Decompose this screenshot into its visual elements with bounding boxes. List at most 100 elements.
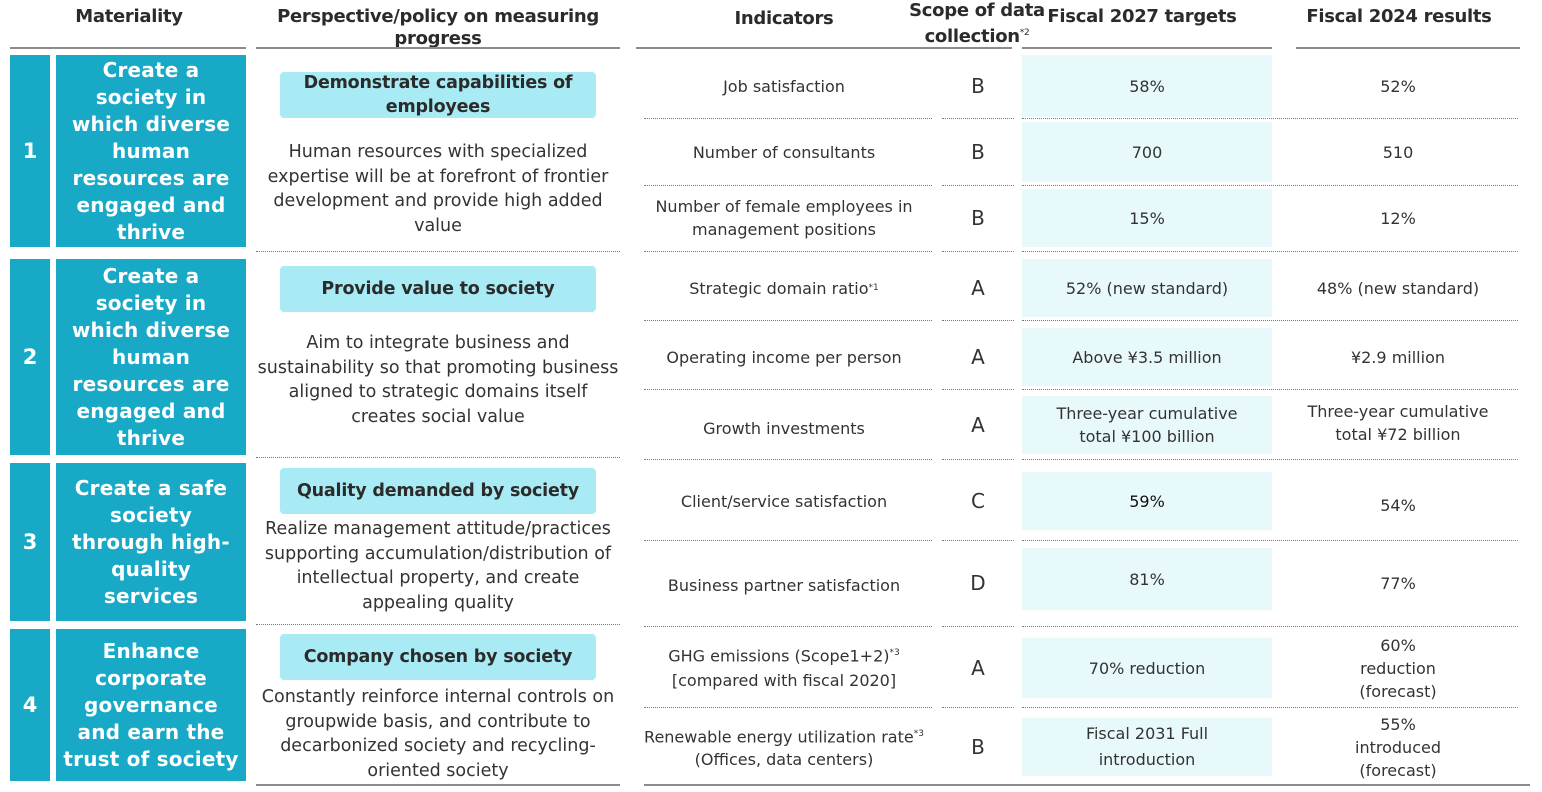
indicator-cell: Operating income per person [666,347,902,367]
header-results: Fiscal 2024 results [1306,6,1492,27]
row-divider [644,320,932,321]
row-divider [1022,540,1518,541]
scope-cell: C [971,488,985,513]
perspective-title: Quality demanded by society [280,468,596,514]
row-divider [1022,707,1518,708]
indicator-footnote: *3 [913,728,924,739]
header-scope: Scope of data collection*2 [909,0,1045,47]
header-rule [1296,47,1520,49]
result-cell: 12% [1380,208,1416,228]
result-cell: 77% [1380,573,1416,593]
row-divider [1022,389,1518,390]
indicator-cell: Growth investments [703,418,865,438]
target-cell: 70% reduction [1022,638,1272,698]
header-perspective: Perspective/policy on measuring progress [277,6,599,49]
result-cell: 55% introduced (forecast) [1355,714,1441,780]
target-cell: Fiscal 2031 Full introduction [1022,718,1272,776]
perspective-text: Human resources with specialized experti… [267,142,609,236]
header-materiality: Materiality [75,6,183,27]
indicator-footnote: *1 [868,282,879,293]
target-cell: 58% [1022,55,1272,117]
scope-cell: D [970,570,986,595]
perspective-title: Company chosen by society [280,634,596,680]
materiality-number: 2 [10,259,50,455]
row-divider [1022,185,1518,186]
perspective-text: Realize management attitude/practices su… [264,519,612,613]
row-divider [942,459,1014,460]
target-cell: 15% [1022,189,1272,247]
scope-footnote: *2 [1019,28,1030,38]
indicator-cell: Number of female employees in management… [655,197,913,239]
scope-cell: A [971,412,985,437]
result-cell: 510 [1382,142,1414,162]
indicator-cell: GHG emissions (Scope1+2)*3 [compared wit… [636,640,932,694]
row-divider [1022,626,1518,627]
row-divider [644,185,932,186]
scope-cell: A [971,655,985,680]
materiality-label: Enhance corporate governance and earn th… [56,629,246,781]
target-cell: 700 [1022,122,1272,182]
perspective-title: Demonstrate capabilities of employees [280,72,596,118]
row-divider [1022,118,1518,119]
indicator-cell: Business partner satisfaction [667,575,901,595]
result-cell: 52% [1380,76,1416,96]
result-cell: ¥2.9 million [1350,347,1445,367]
indicator-cell: Number of consultants [692,142,876,162]
materiality-number: 4 [10,629,50,781]
result-cell: 60% reduction (forecast) [1359,635,1437,701]
row-divider [942,320,1014,321]
target-cell: Above ¥3.5 million [1022,328,1272,386]
materiality-number: 3 [10,463,50,621]
row-divider [942,540,1014,541]
materiality-label: Create a society in which diverse human … [56,259,246,455]
target-cell: 59% [1022,472,1272,530]
row-divider [644,707,932,708]
target-cell: Three-year cumulative total ¥100 billion [1022,396,1272,454]
header-rule [636,47,1012,49]
row-divider [644,118,932,119]
indicator-cell: Job satisfaction [723,76,845,96]
header-rule [256,47,620,49]
row-divider [942,626,1014,627]
perspective-title: Provide value to society [280,266,596,312]
scope-cell: A [971,344,985,369]
perspective-text: Aim to integrate business and sustainabi… [257,333,619,427]
scope-cell: B [971,734,985,759]
target-cell: 52% (new standard) [1022,259,1272,317]
row-divider [1022,320,1518,321]
row-divider [942,389,1014,390]
indicator-subline: (Offices, data centers) [694,750,874,770]
row-divider [644,626,932,627]
materiality-number: 1 [10,55,50,247]
indicator-footnote: *3 [889,647,900,658]
row-divider [942,118,1014,119]
row-divider [256,457,620,458]
row-divider [644,251,932,252]
bottom-rule [256,784,620,786]
scope-cell: B [971,139,985,164]
row-divider [256,251,620,252]
result-cell: Three-year cumulative total ¥72 billion [1307,402,1489,444]
indicator-cell: Client/service satisfaction [680,491,888,511]
indicator-cell: Strategic domain ratio *1 [689,278,879,298]
indicator-line: GHG emissions (Scope1+2)*3 [668,646,900,666]
header-rule [1022,47,1272,49]
bottom-rule [644,784,1530,786]
row-divider [644,389,932,390]
row-divider [256,624,620,625]
indicator-cell: Renewable energy utilization rate*3 (Off… [636,720,932,774]
header-targets: Fiscal 2027 targets [1047,6,1237,27]
scope-cell: B [971,73,985,98]
materiality-label: Create a safe society through high-quali… [56,463,246,621]
scope-cell: B [971,205,985,230]
indicator-subline: [compared with fiscal 2020] [671,671,897,691]
row-divider [644,540,932,541]
row-divider [1022,459,1518,460]
target-cell: 81% [1022,548,1272,610]
row-divider [942,251,1014,252]
indicator-line: Renewable energy utilization rate*3 [644,727,924,747]
row-divider [644,459,932,460]
result-cell: 48% (new standard) [1316,278,1480,298]
row-divider [942,185,1014,186]
header-indicators: Indicators [734,8,834,29]
